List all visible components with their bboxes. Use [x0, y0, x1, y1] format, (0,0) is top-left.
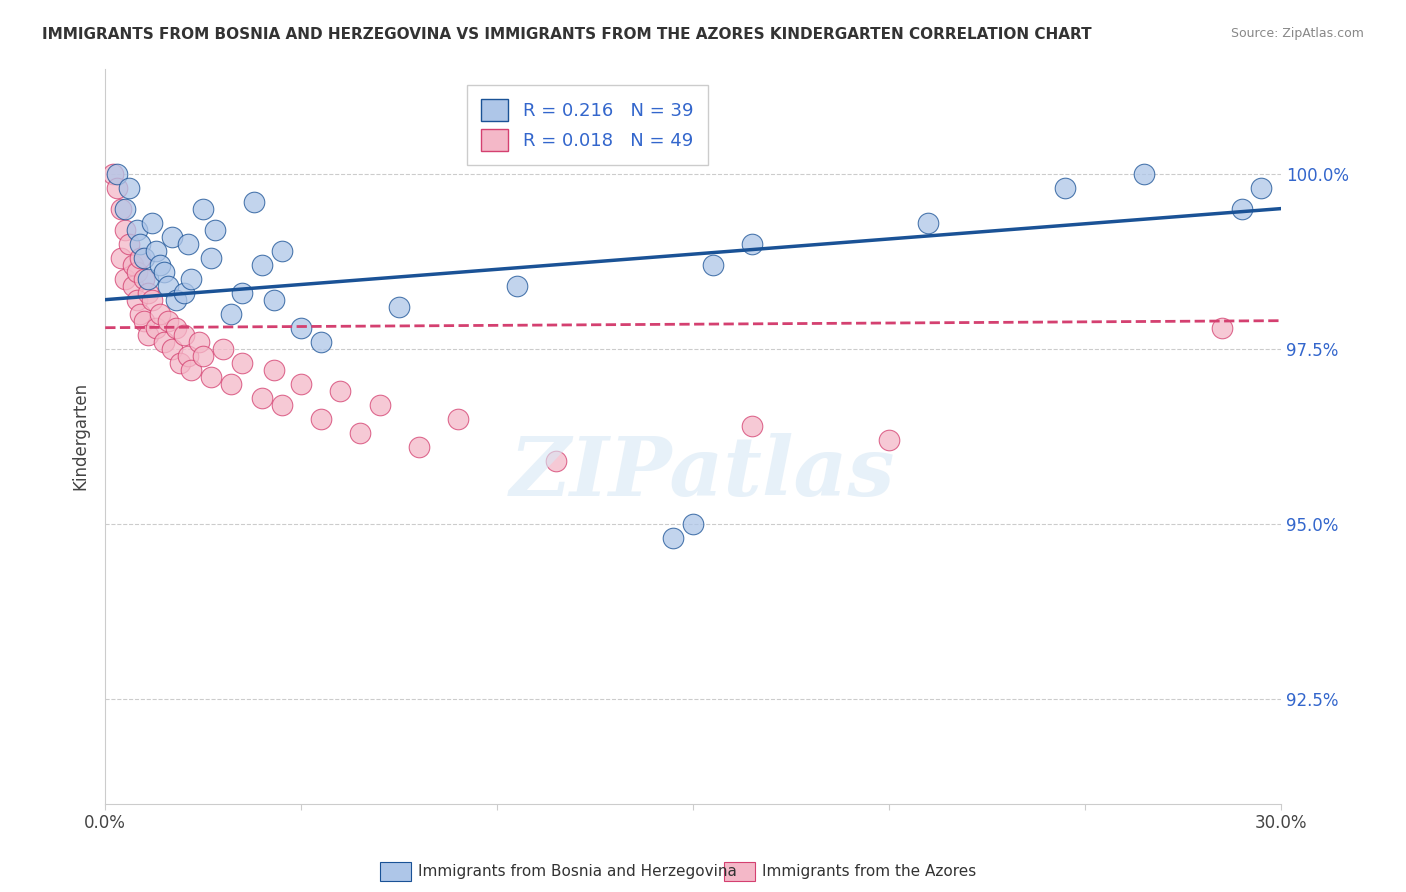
Point — [200, 251, 222, 265]
Point — [250, 391, 273, 405]
Point — [134, 251, 156, 265]
Text: ZIPatlas: ZIPatlas — [510, 433, 896, 513]
Point — [149, 307, 172, 321]
Point — [125, 222, 148, 236]
Y-axis label: Kindergarten: Kindergarten — [72, 382, 89, 491]
Point — [121, 258, 143, 272]
Point — [1133, 167, 1156, 181]
Point — [153, 265, 176, 279]
Point — [741, 236, 763, 251]
Point — [349, 425, 371, 440]
Point — [129, 236, 152, 251]
Point — [662, 531, 685, 545]
Point — [165, 320, 187, 334]
Point — [145, 244, 167, 258]
Point — [243, 194, 266, 209]
Point — [1054, 180, 1077, 194]
Point — [173, 285, 195, 300]
Point — [176, 349, 198, 363]
Point — [917, 216, 939, 230]
Point — [193, 349, 215, 363]
Point — [193, 202, 215, 216]
Text: IMMIGRANTS FROM BOSNIA AND HERZEGOVINA VS IMMIGRANTS FROM THE AZORES KINDERGARTE: IMMIGRANTS FROM BOSNIA AND HERZEGOVINA V… — [42, 27, 1092, 42]
Point — [741, 418, 763, 433]
Point — [141, 293, 163, 307]
Point — [134, 314, 156, 328]
Point — [121, 278, 143, 293]
Legend: R = 0.216   N = 39, R = 0.018   N = 49: R = 0.216 N = 39, R = 0.018 N = 49 — [467, 85, 707, 165]
Point — [169, 356, 191, 370]
Point — [204, 222, 226, 236]
Point — [1230, 202, 1253, 216]
Point — [125, 293, 148, 307]
Point — [270, 244, 292, 258]
Point — [118, 236, 141, 251]
Point — [114, 222, 136, 236]
Point — [682, 516, 704, 531]
Point — [160, 229, 183, 244]
Text: Immigrants from the Azores: Immigrants from the Azores — [762, 864, 976, 879]
Text: Immigrants from Bosnia and Herzegovina: Immigrants from Bosnia and Herzegovina — [418, 864, 737, 879]
Point — [219, 307, 242, 321]
Point — [118, 180, 141, 194]
Point — [125, 265, 148, 279]
Point — [231, 356, 253, 370]
Point — [263, 293, 285, 307]
Point — [544, 454, 567, 468]
Point — [211, 342, 233, 356]
Point — [165, 293, 187, 307]
Point — [149, 258, 172, 272]
Point — [129, 307, 152, 321]
Point — [263, 362, 285, 376]
Point — [173, 327, 195, 342]
Point — [153, 334, 176, 349]
Point — [156, 314, 179, 328]
Point — [114, 271, 136, 285]
Point — [180, 362, 202, 376]
Point — [105, 180, 128, 194]
Point — [141, 216, 163, 230]
Point — [160, 342, 183, 356]
Point — [180, 271, 202, 285]
Point — [114, 202, 136, 216]
Point — [188, 334, 211, 349]
Point — [156, 278, 179, 293]
Point — [110, 251, 132, 265]
Point — [200, 369, 222, 384]
Point — [388, 300, 411, 314]
Point — [368, 398, 391, 412]
Point — [408, 440, 430, 454]
Point — [506, 278, 529, 293]
Point — [1211, 320, 1233, 334]
Point — [447, 411, 470, 425]
Point — [110, 202, 132, 216]
Point — [129, 251, 152, 265]
Point — [270, 398, 292, 412]
Point — [101, 167, 124, 181]
Point — [134, 271, 156, 285]
Point — [877, 433, 900, 447]
Point — [231, 285, 253, 300]
Point — [136, 271, 159, 285]
Point — [1250, 180, 1272, 194]
Text: Source: ZipAtlas.com: Source: ZipAtlas.com — [1230, 27, 1364, 40]
Point — [290, 376, 312, 391]
Point — [136, 327, 159, 342]
Point — [290, 320, 312, 334]
Point — [145, 320, 167, 334]
Point — [309, 334, 332, 349]
Point — [309, 411, 332, 425]
Point — [136, 285, 159, 300]
Point — [176, 236, 198, 251]
Point — [329, 384, 352, 398]
Point — [250, 258, 273, 272]
Point — [702, 258, 724, 272]
Point — [219, 376, 242, 391]
Point — [105, 167, 128, 181]
